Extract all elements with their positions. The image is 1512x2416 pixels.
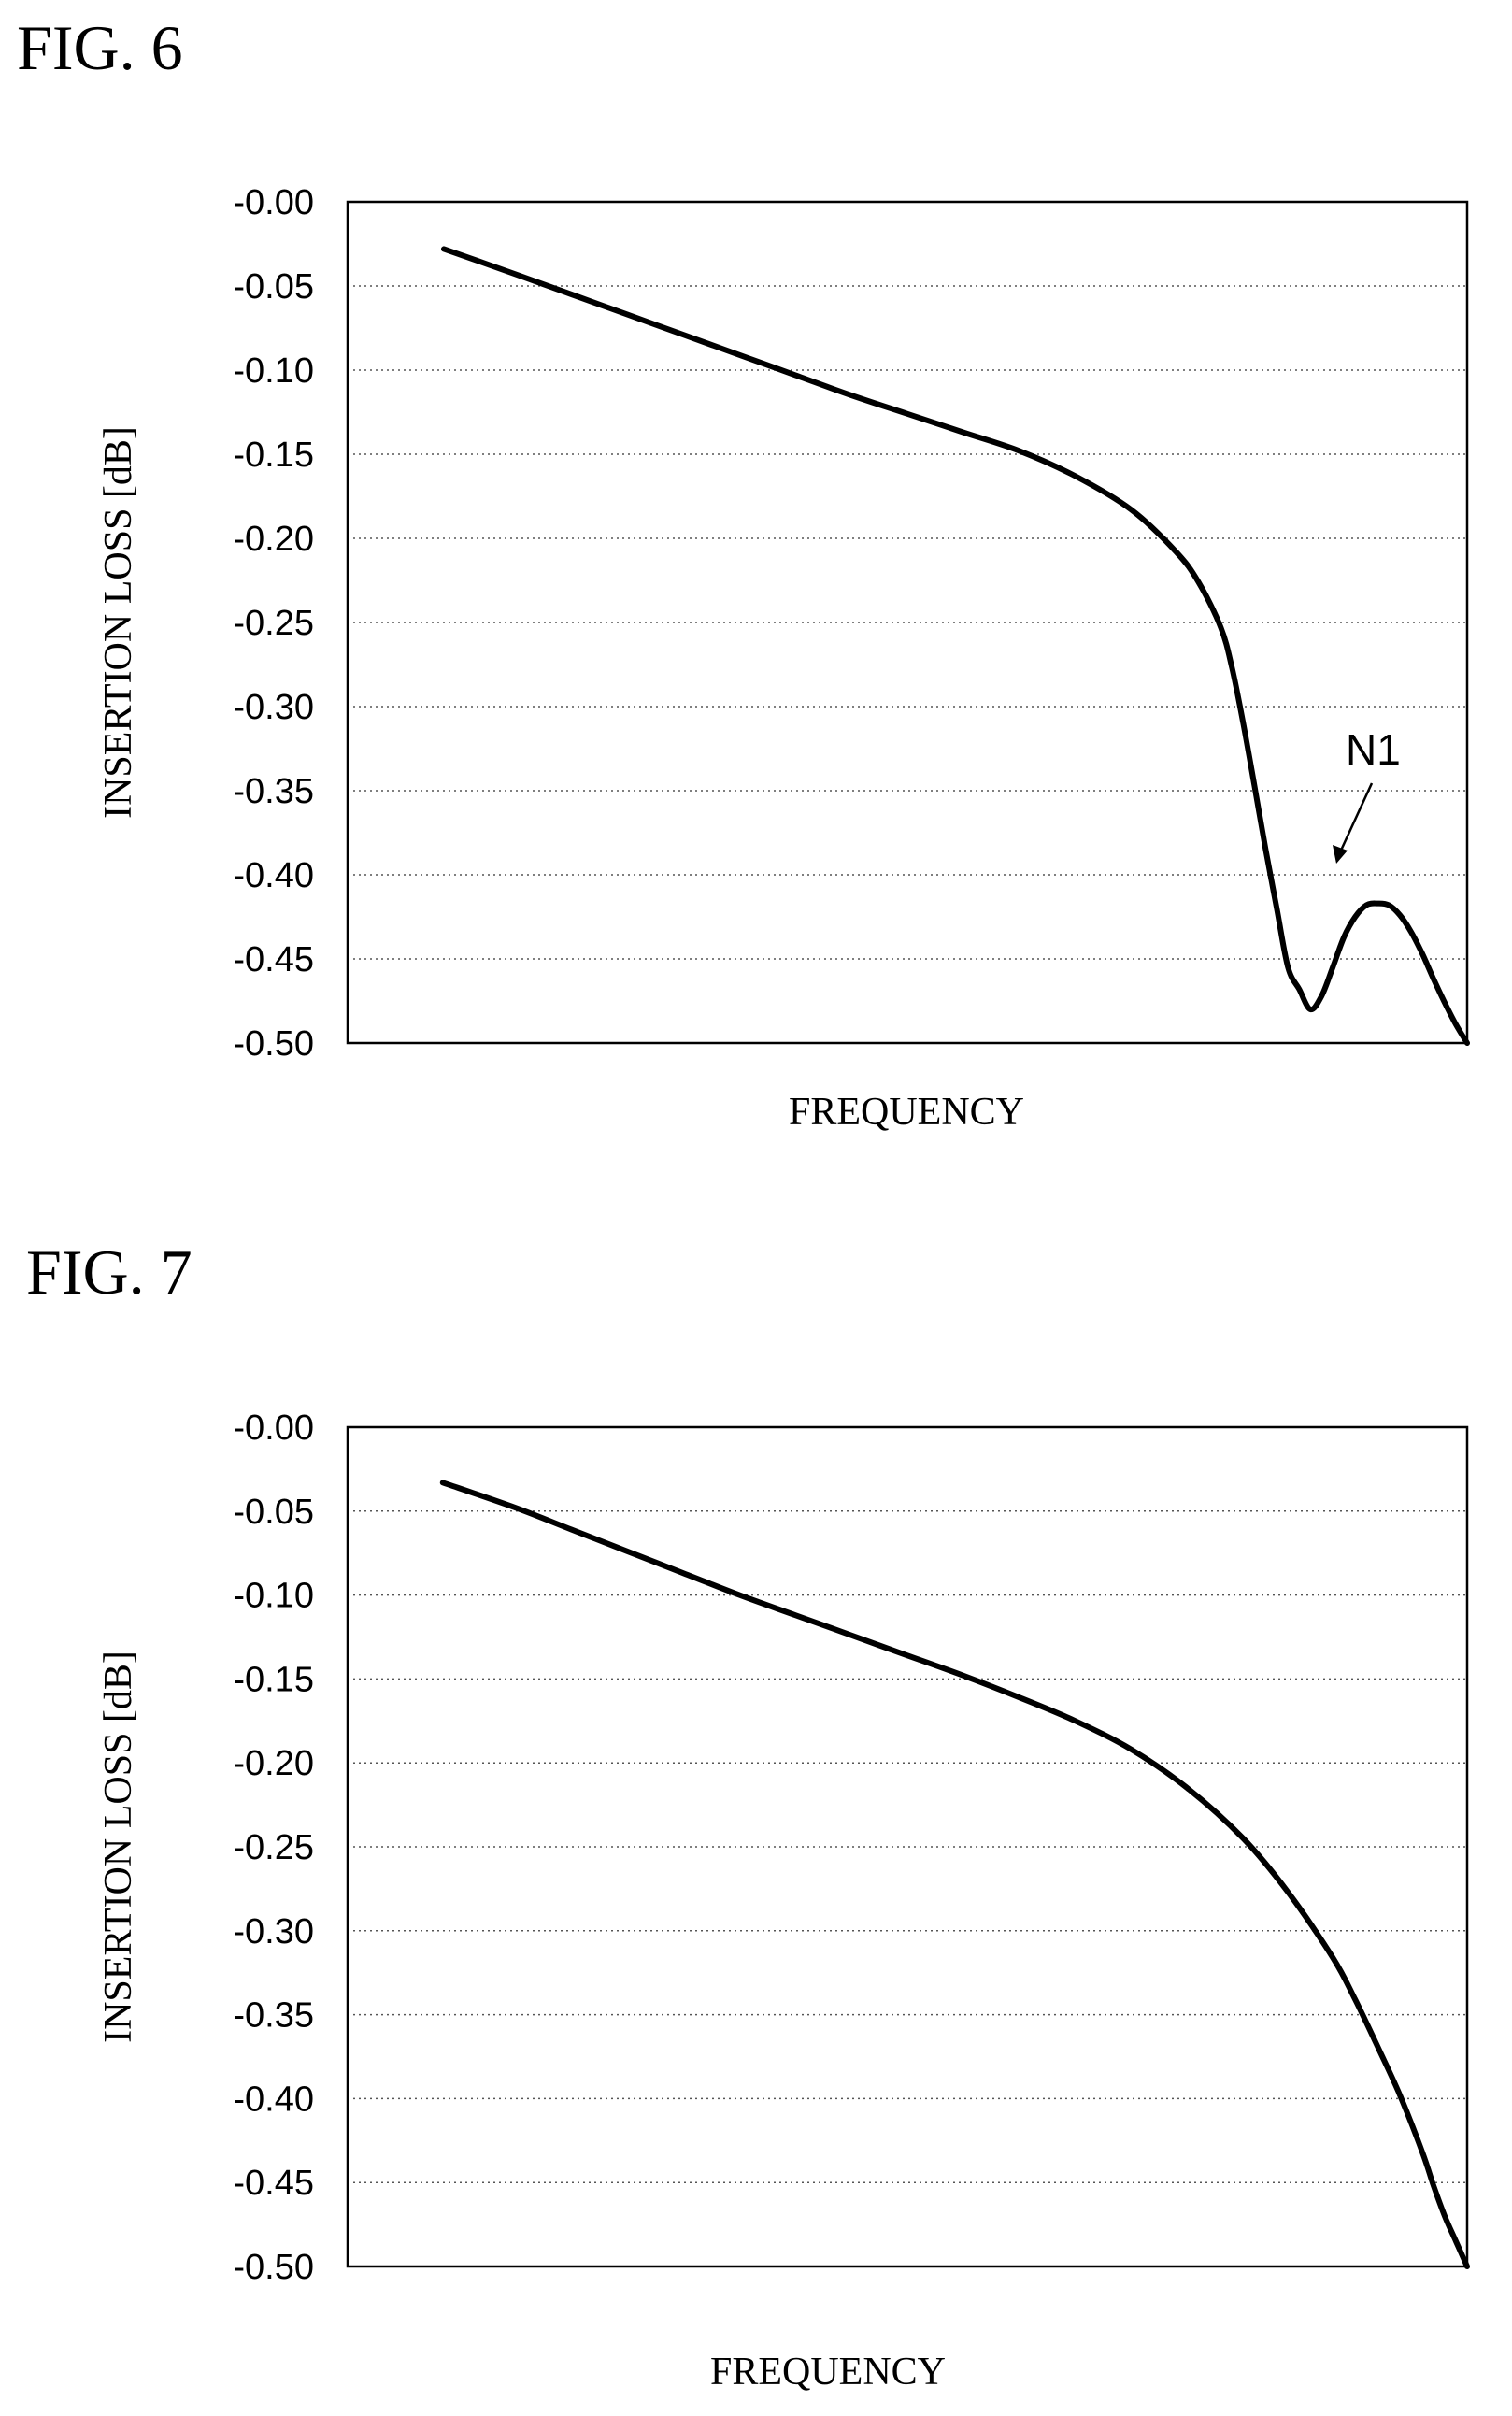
annotation-n1-label: N1 [1346,725,1401,774]
y-tick-label: -0.20 [233,1744,314,1783]
y-tick-label: -0.05 [233,1493,314,1532]
y-tick-label: -0.25 [233,1828,314,1867]
figure-7-label: FIG. 7 [26,1237,193,1308]
figure-6: FIG. 6 -0.00-0.05-0.10-0.15-0.20-0.25-0.… [17,12,1470,1134]
figure-6-plot-frame [346,200,1469,1045]
figure-7: FIG. 7 -0.00-0.05-0.10-0.15-0.20-0.25-0.… [26,1237,1470,2394]
y-tick-label: -0.25 [233,604,314,643]
y-tick-label: -0.15 [233,436,314,475]
figure-6-x-axis-title: FREQUENCY [789,1091,1024,1134]
figure-6-y-axis-title: INSERTION LOSS [dB] [97,426,140,819]
y-tick-label: -0.45 [233,940,314,979]
y-tick-label: -0.35 [233,772,314,811]
figure-6-annotations: N1 [1333,725,1401,864]
y-tick-label: -0.35 [233,1996,314,2036]
y-tick-label: -0.00 [233,183,314,222]
y-tick-label: -0.30 [233,688,314,727]
figure-6-grid [348,285,1467,960]
y-tick-label: -0.00 [233,1408,314,1448]
y-tick-label: -0.50 [233,1024,314,1064]
annotation-n1-arrowhead [1333,845,1348,864]
figure-7-y-axis-title: INSERTION LOSS [dB] [97,1651,140,2043]
figure-6-series-line [441,246,1470,1046]
y-tick-label: -0.05 [233,267,314,307]
figure-7-y-ticks: -0.00 -0.05 -0.10 -0.15 -0.20 -0.25 -0.30 -0.35… [233,1408,314,2287]
figure-7-series-line [439,1480,1470,2269]
annotation-n1-arrow [1338,782,1374,853]
figure-7-grid [348,1510,1467,2183]
y-tick-label: -0.15 [233,1660,314,1699]
y-tick-label: -0.20 [233,520,314,559]
y-tick-label: -0.45 [233,2164,314,2203]
y-tick-label: -0.30 [233,1912,314,1951]
y-tick-label: -0.10 [233,1577,314,1616]
y-tick-label: -0.40 [233,2080,314,2119]
y-tick-label: -0.50 [233,2248,314,2287]
figure-7-plot-frame [346,1425,1469,2268]
figure-6-label: FIG. 6 [17,12,183,83]
figure-6-y-ticks: -0.00 -0.05 -0.10 -0.15 -0.20 -0.25 -0.30 -0.35… [233,183,314,1064]
y-tick-label: -0.10 [233,351,314,391]
figure-7-x-axis-title: FREQUENCY [710,2351,946,2394]
y-tick-label: -0.40 [233,856,314,895]
